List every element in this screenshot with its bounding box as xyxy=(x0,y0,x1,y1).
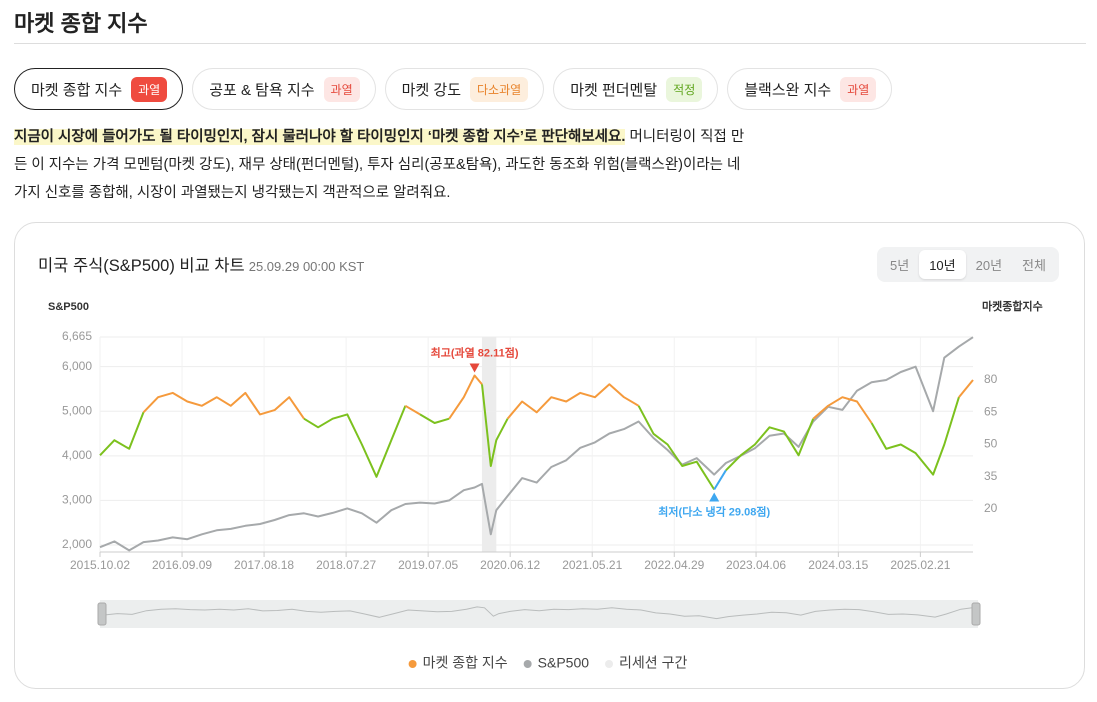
y-tick-label: 3,000 xyxy=(62,493,92,507)
series-line xyxy=(812,396,873,424)
series-line xyxy=(419,413,450,424)
y-tick-label: 5,000 xyxy=(62,403,92,417)
series-line xyxy=(725,418,815,472)
x-tick-label: 2019.07.05 xyxy=(398,558,458,572)
x-tick-label: 2016.09.09 xyxy=(152,558,212,572)
x-tick-label: 2017.08.18 xyxy=(234,558,294,572)
x-tick-label: 2020.06.12 xyxy=(480,558,540,572)
x-tick-label: 2024.03.15 xyxy=(808,558,868,572)
tab-badge: 다소과열 xyxy=(470,76,529,102)
y2-tick-label: 80 xyxy=(984,372,998,386)
navigator-handle[interactable] xyxy=(97,602,107,626)
series-line xyxy=(713,469,727,491)
divider xyxy=(14,43,1086,44)
tab-badge: 과열 xyxy=(840,76,877,102)
legend-swatch xyxy=(605,660,614,668)
tab-label: 마켓 강도 xyxy=(401,81,462,99)
timestamp: 25.09.29 00:00 KST xyxy=(248,259,365,274)
tab-label: 블랙스완 지수 xyxy=(744,81,832,99)
legend-label: 리세션 구간 xyxy=(619,655,687,671)
y2-tick-label: 20 xyxy=(984,501,998,515)
chart-card xyxy=(14,222,1085,689)
series-line xyxy=(481,384,509,467)
y2-axis-title: 마켓종합지수 xyxy=(982,299,1043,313)
x-tick-label: 2025.02.21 xyxy=(890,558,950,572)
tab-bar: 마켓 종합 지수 과열 공포 & 탐욕 지수 과열 마켓 강도 다소과열 마켓 펀더멘탈 적정… xyxy=(14,68,893,110)
navigator-line xyxy=(102,606,976,620)
legend-label: 마켓 종합 지수 xyxy=(423,655,508,671)
tab[interactable]: 공포 & 탐욕 지수 과열 xyxy=(192,68,376,110)
series-line xyxy=(142,391,305,420)
y-tick-label: 2,000 xyxy=(62,537,92,551)
y2-tick-label: 35 xyxy=(984,469,998,483)
annotation-label: 최고(과열 82.11점) xyxy=(431,345,519,359)
chart-title-text: 미국 주식(S&P500) 비교 차트 xyxy=(38,257,245,275)
series-line xyxy=(870,396,960,476)
annotation-marker xyxy=(709,492,720,502)
description-text: 머니터링이 직접 만든 이 지수는 가격 모멘텀(마켓 강도), 재무 상태(펀… xyxy=(14,129,745,201)
x-tick-label: 2018.07.27 xyxy=(316,558,376,572)
annotation-marker xyxy=(469,363,480,373)
legend-swatch xyxy=(408,660,417,668)
x-tick-label: 2023.04.06 xyxy=(726,558,786,572)
x-tick-label: 2022.04.29 xyxy=(644,558,704,572)
legend: 마켓 종합 지수 S&P500 리세션 구간 xyxy=(408,655,687,671)
y-tick-label: 6,000 xyxy=(62,359,92,373)
tab-badge: 과열 xyxy=(323,76,360,102)
series-line xyxy=(99,411,145,456)
tab-label: 공포 & 탐욕 지수 xyxy=(209,81,315,99)
series-line xyxy=(448,374,483,420)
series-line xyxy=(99,336,974,552)
range-button[interactable]: 10년 xyxy=(919,250,966,279)
x-tick-label: 2021.05.21 xyxy=(562,558,622,572)
navigator-handle[interactable] xyxy=(971,602,981,626)
y-axis-title: S&P500 xyxy=(48,301,89,313)
series-line xyxy=(958,379,974,398)
y-tick-label: 6,665 xyxy=(62,329,92,343)
legend-swatch xyxy=(523,660,532,668)
range-button[interactable]: 전체 xyxy=(1022,258,1046,273)
tab[interactable]: 마켓 펀더멘탈 적정 xyxy=(553,68,719,110)
legend-label: S&P500 xyxy=(538,655,590,671)
page-title: 마켓 종합 지수 xyxy=(14,11,148,36)
tab[interactable]: 마켓 강도 다소과열 xyxy=(384,68,545,110)
range-button[interactable]: 5년 xyxy=(890,258,910,273)
y2-tick-label: 50 xyxy=(984,437,998,451)
tab[interactable]: 마켓 종합 지수 과열 xyxy=(14,68,184,110)
tab-label: 마켓 펀더멘탈 xyxy=(570,81,658,99)
range-selector: 5년 10년 20년 전체 xyxy=(877,247,1059,282)
series-line xyxy=(303,405,407,478)
annotation-label: 최저(다소 냉각 29.08점) xyxy=(658,504,770,518)
series-line xyxy=(637,405,716,491)
navigator[interactable] xyxy=(100,600,978,628)
chart-title: 미국 주식(S&P500) 비교 차트 25.09.29 00:00 KST xyxy=(38,252,364,276)
x-tick-label: 2015.10.02 xyxy=(70,558,130,572)
description-highlight: 지금이 시장에 들어가도 될 타이밍인지, 잠시 물러나야 할 타이밍인지 ‘마… xyxy=(14,129,626,145)
range-button[interactable]: 20년 xyxy=(975,258,1003,273)
description: 지금이 시장에 들어가도 될 타이밍인지, 잠시 물러나야 할 타이밍인지 ‘마… xyxy=(14,123,754,207)
series-line xyxy=(404,404,421,416)
tab-badge: 적정 xyxy=(666,76,703,102)
tab-label: 마켓 종합 지수 xyxy=(31,81,123,99)
tab[interactable]: 블랙스완 지수 과열 xyxy=(727,68,893,110)
tab-badge: 과열 xyxy=(131,76,168,102)
series-line xyxy=(506,383,640,420)
y2-tick-label: 65 xyxy=(984,404,998,418)
y-tick-label: 4,000 xyxy=(62,448,92,462)
